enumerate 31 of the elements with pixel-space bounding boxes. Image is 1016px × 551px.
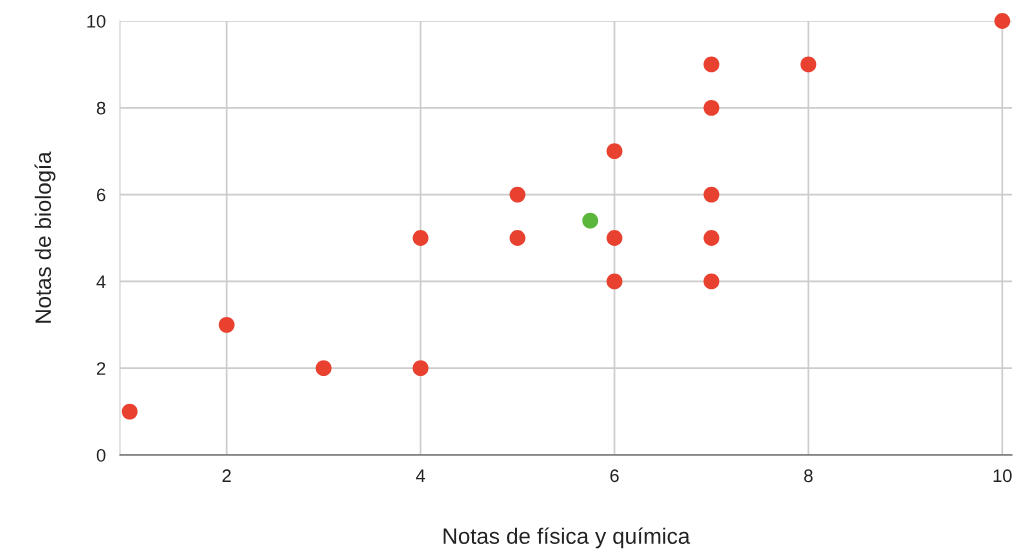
x-tick-label: 8 — [804, 469, 813, 483]
point — [582, 212, 599, 229]
point — [606, 273, 623, 290]
point — [703, 56, 720, 73]
y-tick-label: 2 — [96, 362, 106, 375]
point — [703, 230, 720, 246]
point — [994, 13, 1011, 29]
point — [703, 99, 720, 116]
point — [606, 230, 623, 246]
point — [509, 186, 526, 203]
point — [703, 186, 720, 203]
point — [606, 143, 623, 160]
x-tick-label: 6 — [610, 469, 619, 483]
y-tick-label: 8 — [96, 101, 106, 115]
y-axis-title: Notas de biología — [34, 151, 56, 323]
y-tick-label: 10 — [87, 14, 106, 28]
point — [412, 230, 429, 246]
point — [703, 273, 720, 290]
point — [121, 403, 138, 420]
point — [315, 360, 332, 377]
point — [412, 360, 429, 377]
y-tick-label: 4 — [96, 275, 106, 288]
x-tick-label: 4 — [415, 469, 426, 482]
x-tick-label: 10 — [993, 469, 1012, 483]
x-tick-label: 2 — [222, 469, 231, 482]
point — [218, 316, 235, 333]
y-tick-label: 6 — [96, 188, 106, 202]
y-tick-label: 0 — [96, 448, 106, 462]
point — [800, 56, 817, 73]
x-axis-title: Notas de física y química — [443, 527, 691, 549]
point — [509, 230, 526, 246]
